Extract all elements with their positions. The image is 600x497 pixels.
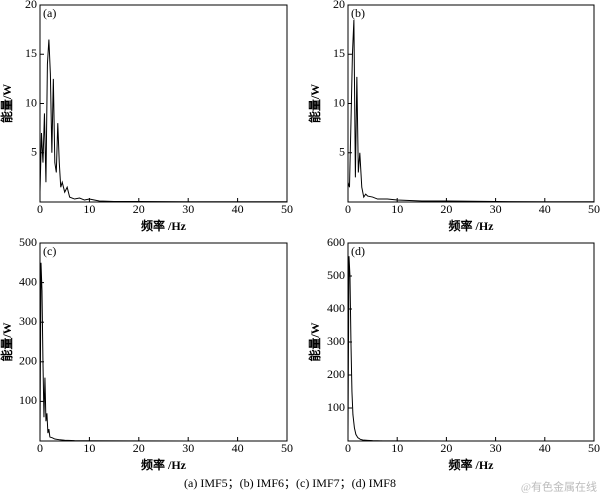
y-tick-label: 400 [19,274,37,288]
x-tick-label: 40 [232,441,244,455]
y-tick-label: 100 [327,400,345,414]
panel-label: (d) [351,244,365,258]
x-tick-label: 30 [182,441,194,455]
y-tick-label: 15 [25,46,37,60]
y-tick-label: 600 [327,235,345,249]
x-tick-label: 30 [490,202,502,216]
x-axis-label: 频率 /Hz [141,218,187,233]
x-tick-label: 0 [345,202,351,216]
x-tick-label: 30 [182,202,194,216]
x-tick-label: 0 [37,202,43,216]
x-tick-label: 40 [232,202,244,216]
y-tick-label: 400 [327,301,345,315]
x-tick-label: 10 [83,441,95,455]
x-tick-label: 50 [588,441,600,455]
x-tick-label: 30 [490,441,502,455]
x-tick-label: 10 [391,441,403,455]
x-axis-label: 频率 /Hz [141,457,187,472]
x-tick-label: 50 [281,202,293,216]
panel-label: (c) [43,244,56,258]
y-axis-label: 能量/W [0,322,14,361]
y-tick-label: 200 [327,367,345,381]
y-tick-label: 500 [19,235,37,249]
y-axis-label: 能量/W [0,84,14,123]
plot-frame [347,242,595,442]
x-tick-label: 0 [345,441,351,455]
spectrum-line [39,39,287,203]
x-tick-label: 50 [281,441,293,455]
y-tick-label: 300 [327,334,345,348]
plot-frame [39,242,288,442]
y-tick-label: 100 [19,393,37,407]
x-tick-label: 50 [588,202,600,216]
y-tick-label: 10 [25,95,37,109]
x-tick-label: 20 [133,441,145,455]
y-tick-label: 500 [327,268,345,282]
y-tick-label: 5 [339,145,345,159]
panel-label: (b) [351,6,365,20]
x-tick-label: 40 [539,202,551,216]
spectrum-line [39,262,287,442]
x-tick-label: 20 [440,202,452,216]
caption: (a) IMF5；(b) IMF6；(c) IMF7；(d) IMF8 [184,476,396,490]
y-tick-label: 200 [19,354,37,368]
plot-frame [39,4,288,203]
spectrum-line [347,19,594,203]
watermark: @有色金属在线 [521,480,597,494]
x-axis-label: 频率 /Hz [449,218,495,233]
y-tick-label: 300 [19,314,37,328]
x-tick-label: 10 [391,202,403,216]
x-tick-label: 0 [37,441,43,455]
x-axis-label: 频率 /Hz [449,457,495,472]
y-tick-label: 20 [333,0,345,11]
y-tick-label: 5 [31,145,37,159]
panel-label: (a) [43,6,56,20]
y-axis-label: 能量/W [307,322,322,361]
y-tick-label: 20 [25,0,37,11]
x-tick-label: 40 [539,441,551,455]
x-tick-label: 20 [440,441,452,455]
plot-frame [347,4,595,203]
x-tick-label: 10 [83,202,95,216]
y-axis-label: 能量/W [307,84,322,123]
x-tick-label: 20 [133,202,145,216]
y-tick-label: 15 [333,46,345,60]
spectrum-line [347,256,594,442]
y-tick-label: 10 [333,95,345,109]
